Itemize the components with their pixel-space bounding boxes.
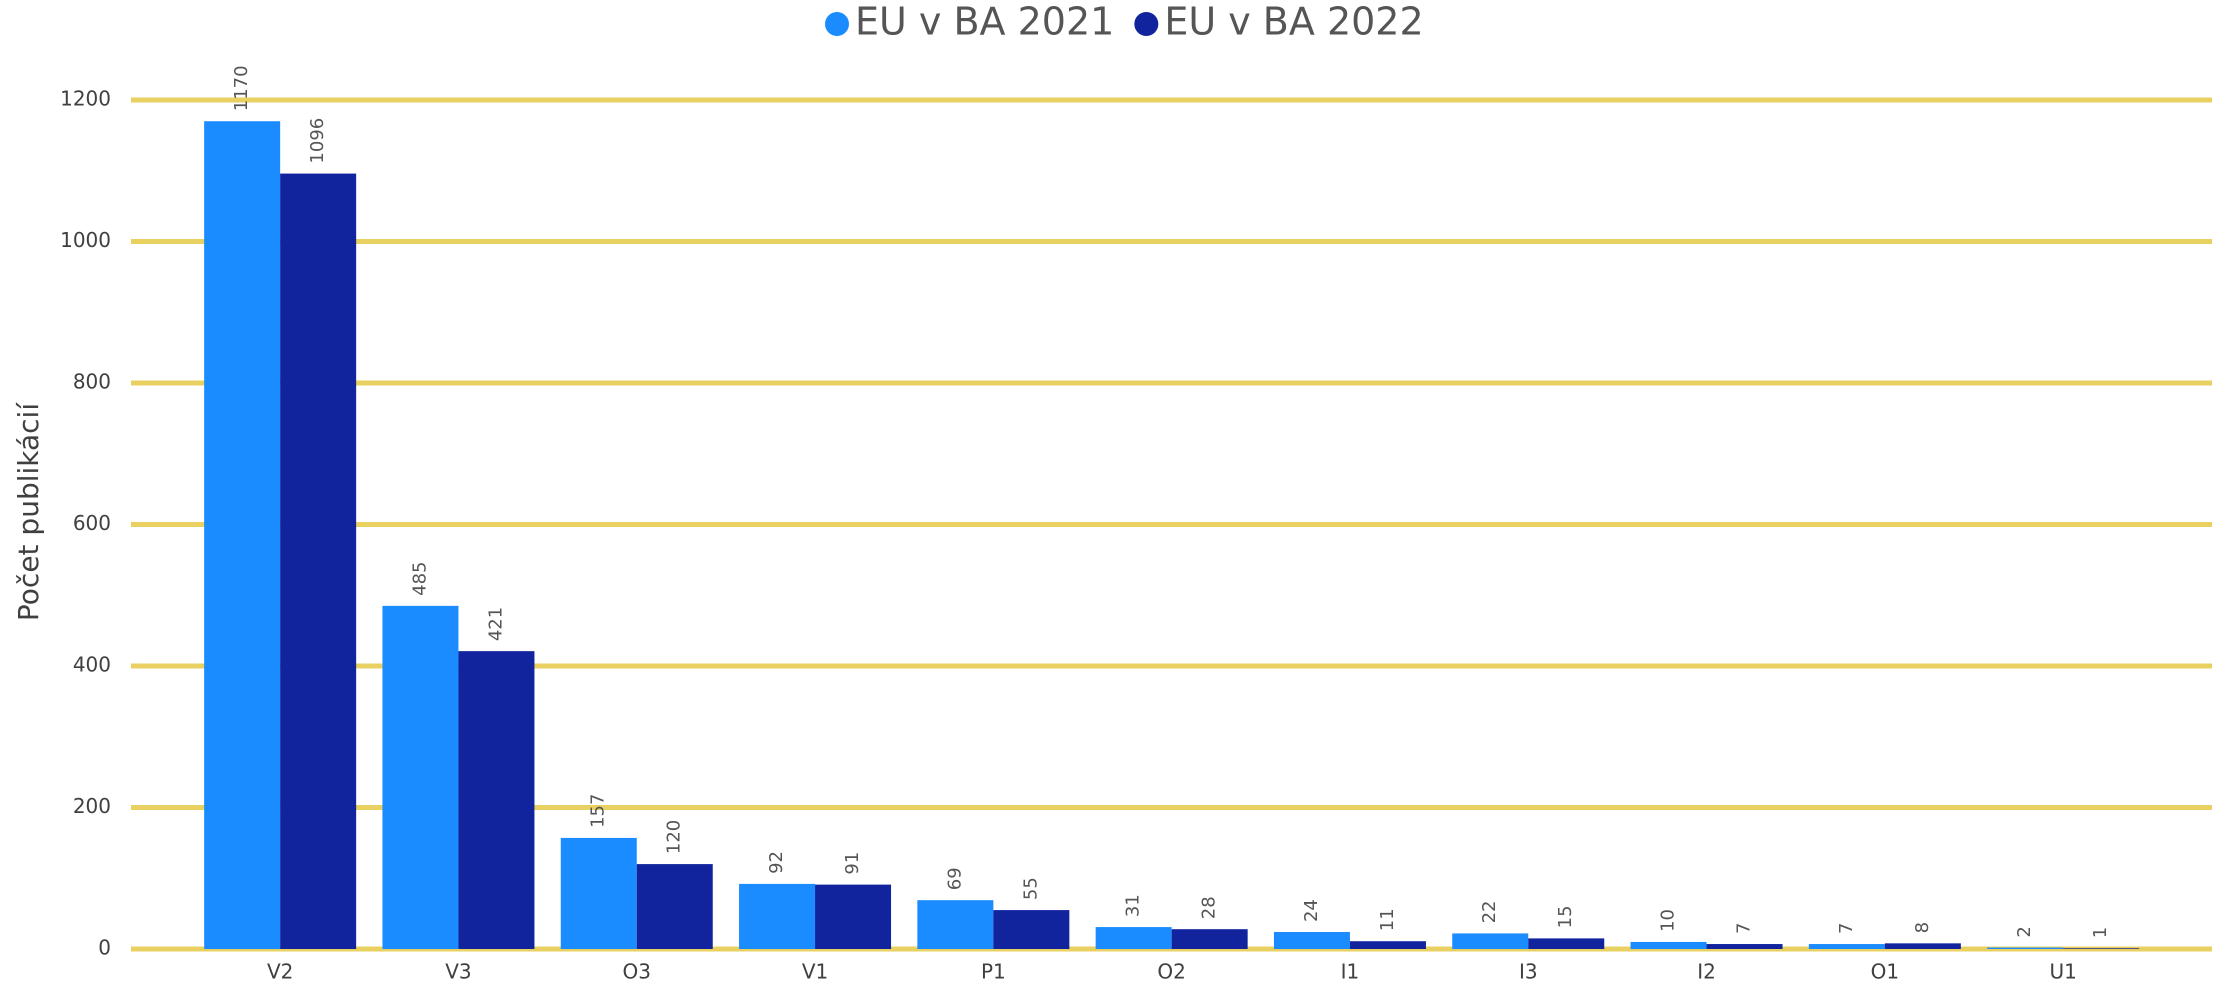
value-label: 22	[1479, 901, 1500, 924]
x-tick-label: I1	[1341, 960, 1360, 984]
bar	[917, 900, 994, 949]
value-label: 1170	[231, 65, 252, 111]
y-axis-label: Počet publikácií	[12, 402, 45, 621]
y-tick-label: 1200	[60, 87, 111, 111]
value-label: 55	[1020, 877, 1041, 900]
bar	[382, 605, 459, 949]
value-label: 31	[1123, 894, 1144, 917]
bar	[1706, 944, 1783, 949]
y-tick-label: 0	[98, 936, 111, 960]
value-label: 8	[1912, 922, 1933, 933]
bar	[1630, 941, 1707, 949]
value-label: 15	[1555, 905, 1576, 928]
bar	[636, 864, 713, 949]
x-tick-label: I2	[1697, 960, 1716, 984]
value-label: 11	[1377, 908, 1398, 931]
x-tick-label: P1	[981, 960, 1006, 984]
value-label: 69	[944, 867, 965, 890]
bar	[2063, 948, 2140, 949]
value-label: 2	[2014, 926, 2035, 937]
value-label: 92	[766, 851, 787, 874]
value-label: 91	[842, 852, 863, 875]
bar	[815, 884, 892, 949]
bar	[1273, 932, 1350, 949]
x-tick-label: O2	[1157, 960, 1185, 984]
value-label: 421	[485, 607, 506, 641]
legend-label: EU v BA 2022	[1164, 0, 1423, 44]
y-tick-label: 400	[73, 653, 111, 677]
y-tick-label: 600	[73, 511, 111, 535]
bar	[1452, 933, 1529, 949]
x-tick-label: V3	[445, 960, 471, 984]
value-label: 7	[1836, 923, 1857, 934]
value-label: 485	[409, 562, 430, 596]
bar	[1095, 927, 1172, 949]
bar	[1528, 938, 1605, 949]
bar	[458, 651, 535, 949]
bar	[280, 173, 357, 949]
value-label: 1096	[307, 118, 328, 164]
x-tick-label: O3	[623, 960, 651, 984]
legend-marker	[1134, 12, 1159, 36]
value-label: 7	[1734, 923, 1755, 934]
value-label: 24	[1301, 899, 1322, 922]
x-tick-label: V2	[267, 960, 293, 984]
x-tick-label: U1	[2049, 960, 2076, 984]
bar	[204, 121, 281, 950]
x-tick-label: V1	[802, 960, 828, 984]
legend-label: EU v BA 2021	[855, 0, 1114, 44]
bar	[993, 910, 1070, 949]
y-tick-label: 200	[73, 794, 111, 818]
y-tick-label: 800	[73, 370, 111, 394]
legend-marker	[825, 12, 849, 36]
bar	[1171, 929, 1248, 949]
value-label: 120	[664, 820, 685, 854]
bar	[1884, 943, 1961, 949]
bar	[1987, 947, 2064, 949]
bar	[560, 837, 637, 949]
x-tick-label: O1	[1871, 960, 1899, 984]
bar	[1808, 944, 1885, 949]
value-label: 10	[1658, 909, 1679, 932]
value-label: 28	[1199, 896, 1220, 919]
x-tick-label: I3	[1519, 960, 1538, 984]
bar	[1349, 941, 1426, 949]
value-label: 1	[2090, 927, 2111, 938]
value-label: 157	[588, 794, 609, 828]
bar	[739, 883, 816, 949]
y-tick-label: 1000	[60, 228, 111, 252]
